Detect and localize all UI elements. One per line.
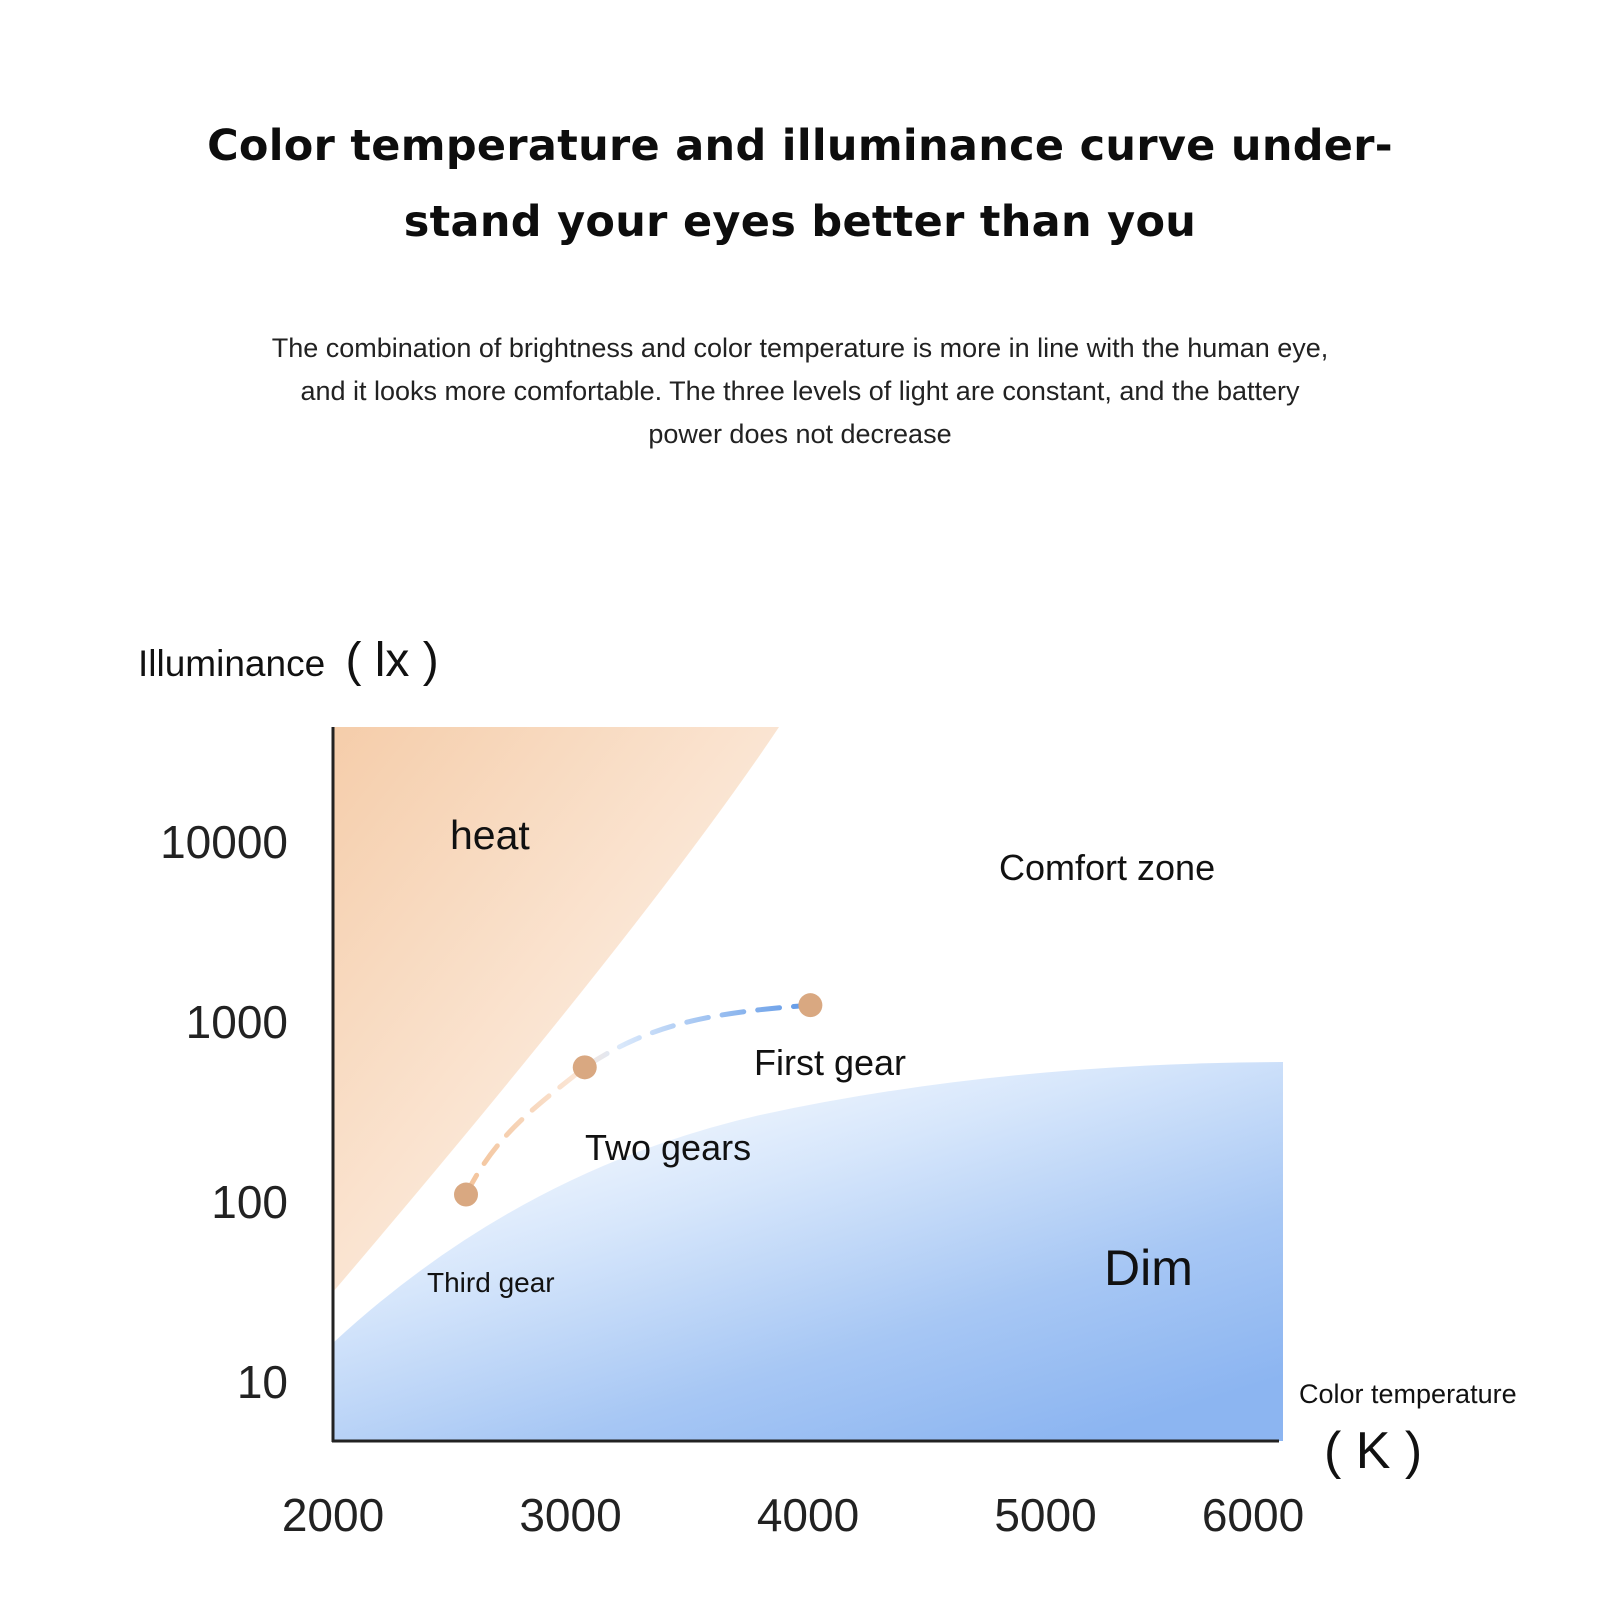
description: The combination of brightness and color … — [230, 327, 1370, 456]
point-label-first-gear: First gear — [754, 1042, 906, 1083]
y-tick-label: 1000 — [186, 996, 288, 1048]
heat-region — [333, 727, 779, 1292]
y-axis-label: Illuminance — [138, 643, 325, 684]
x-axis-unit: ( K ) — [1324, 1422, 1422, 1480]
y-tick-label: 10000 — [160, 816, 288, 868]
page-title: Color temperature and illuminance curve … — [200, 108, 1400, 260]
x-tick-label: 5000 — [994, 1489, 1096, 1541]
x-tick-label: 2000 — [282, 1489, 384, 1541]
x-tick-label: 3000 — [519, 1489, 621, 1541]
region-label-dim: Dim — [1104, 1240, 1193, 1296]
x-tick-label: 4000 — [757, 1489, 859, 1541]
region-label-comfort-zone: Comfort zone — [999, 847, 1215, 888]
y-tick-label: 100 — [211, 1176, 288, 1228]
gear-point — [572, 1055, 597, 1080]
gear-point — [798, 993, 823, 1018]
dim-region — [333, 1062, 1283, 1441]
axis-ticks: 2000 3000 4000 5000 6000 10 100 1000 10000 — [160, 816, 1304, 1541]
y-axis-unit: ( lx ) — [345, 634, 438, 687]
point-label-third-gear: Third gear — [427, 1267, 555, 1298]
y-tick-label: 10 — [237, 1356, 288, 1408]
description-line-2: and it looks more comfortable. The three… — [300, 376, 1300, 406]
gear-points — [454, 993, 823, 1207]
gear-point — [454, 1182, 478, 1207]
title-line-2: stand your eyes better than you — [403, 197, 1197, 247]
description-line-3: power does not decrease — [648, 419, 952, 449]
description-line-1: The combination of brightness and color … — [271, 333, 1329, 363]
trend-curve — [463, 1002, 813, 1198]
x-tick-label: 6000 — [1202, 1489, 1304, 1541]
region-label-heat: heat — [450, 812, 530, 858]
point-label-two-gears: Two gears — [585, 1127, 751, 1168]
x-axis-label: Color temperature — [1299, 1379, 1517, 1409]
y-axis-title: Illuminance ( lx ) — [138, 634, 439, 687]
title-line-1: Color temperature and illuminance curve … — [207, 121, 1393, 171]
